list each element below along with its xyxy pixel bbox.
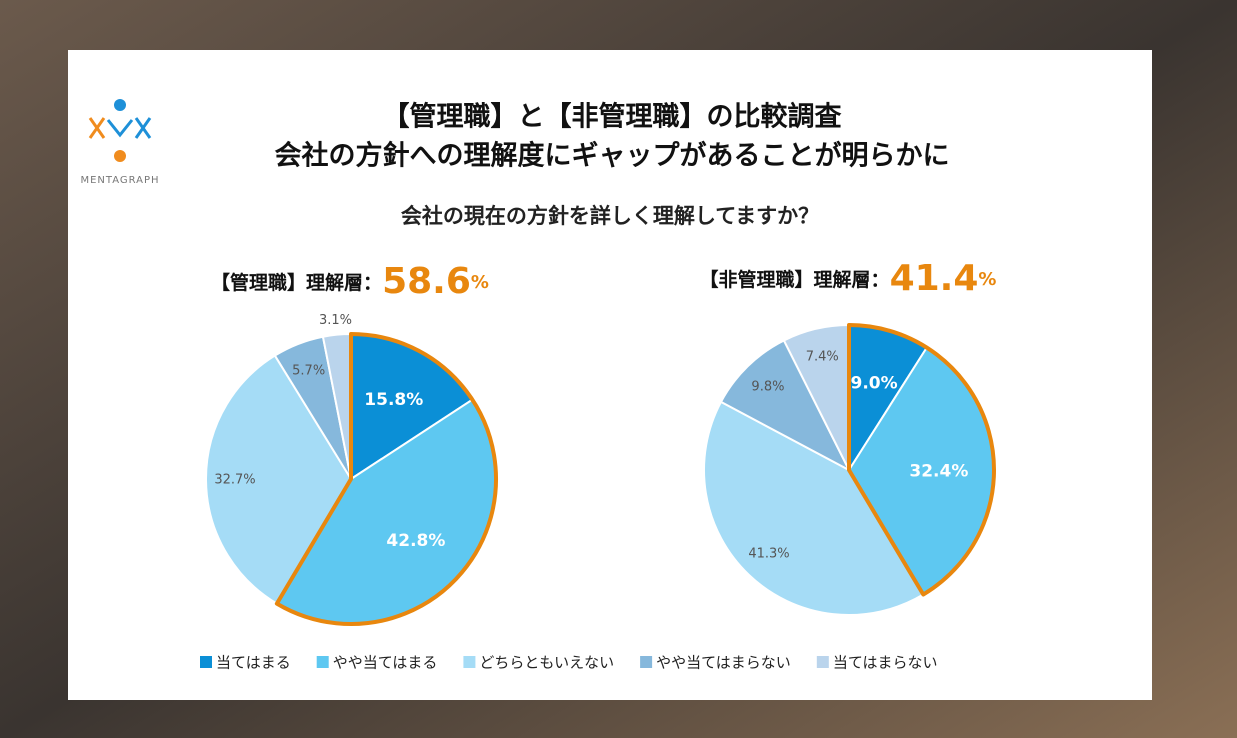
legend-swatch (463, 656, 476, 668)
data-label: 42.8% (386, 531, 445, 551)
data-label: 9.8% (751, 380, 784, 395)
title-line: 【管理職】と【非管理職】の比較調査 (383, 101, 842, 133)
data-label: 15.8% (364, 390, 423, 410)
legend-swatch (200, 656, 212, 668)
legend-swatch (640, 656, 653, 668)
highlight-outline (847, 323, 996, 597)
data-label: 32.7% (214, 472, 255, 487)
legend-label: やや当てはまらない (656, 654, 791, 672)
data-label: 9.0% (851, 374, 898, 394)
chart-title: 【管理職】理解層： (211, 271, 382, 294)
legend-label: 当てはまる (216, 654, 291, 672)
legend-swatch (316, 656, 329, 668)
data-label: 41.3% (748, 546, 789, 561)
data-label: 3.1% (319, 313, 352, 328)
legend-label: 当てはまらない (833, 654, 938, 672)
chart-heading: 【管理職】理解層：58.6% (211, 261, 489, 302)
data-label: 32.4% (909, 461, 968, 481)
chart-total-unit: % (471, 272, 489, 293)
legend-label: やや当てはまる (333, 654, 438, 672)
pie-slice (205, 354, 353, 605)
chart-total-unit: % (978, 269, 996, 290)
legend-label: どちらともいえない (479, 654, 614, 672)
data-label: 5.7% (292, 363, 325, 378)
data-label: 7.4% (806, 350, 839, 365)
title-line: 会社の方針への理解度にギャップがあることが明らかに (275, 140, 950, 172)
chart-heading: 【非管理職】理解層：41.4% (700, 258, 997, 299)
pie-slice: どちらともいえない (703, 400, 925, 616)
chart-total: 58.6 (382, 261, 471, 302)
question: 会社の現在の方針を詳しく理解してますか？ (401, 204, 819, 228)
highlight-outline (274, 332, 498, 626)
chart-title: 【非管理職】理解層： (700, 268, 890, 291)
logo-mark (88, 99, 152, 162)
chart-total: 41.4 (890, 258, 979, 299)
legend-swatch (816, 656, 829, 668)
pie-slice: やや当てはまらない (719, 339, 852, 473)
logo-text: MENTAGRAPH (80, 175, 159, 186)
